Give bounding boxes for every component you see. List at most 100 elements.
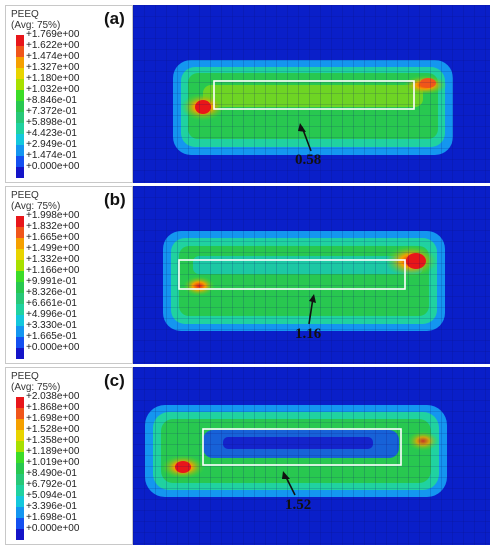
legend-value: +2.949e-01 bbox=[26, 139, 77, 150]
legend-value: +2.038e+00 bbox=[26, 391, 80, 402]
legend-swatch bbox=[16, 101, 24, 112]
legend-value: +3.330e-01 bbox=[26, 320, 77, 331]
panel-label-a: (a) bbox=[104, 9, 125, 28]
legend-swatch bbox=[16, 474, 24, 485]
legend-value: +1.528e+00 bbox=[26, 424, 80, 435]
legend-value: +8.846e-01 bbox=[26, 95, 77, 106]
strain-annotation-b: 1.16 bbox=[295, 326, 322, 342]
panel-b: PEEQ (Avg: 75%) +1.998e+00 +1.832e+00 +1.6… bbox=[5, 186, 490, 364]
legend-value: +1.032e+00 bbox=[26, 84, 80, 95]
legend-averaging: (Avg: 75%) bbox=[11, 20, 61, 31]
strain-annotation-c: 1.52 bbox=[285, 497, 312, 513]
legend-value: +9.991e-01 bbox=[26, 276, 77, 287]
fem-contour-b: 1.16 bbox=[133, 186, 490, 364]
legend-swatch bbox=[16, 249, 24, 260]
legend-averaging: (Avg: 75%) bbox=[11, 201, 61, 212]
legend-swatch bbox=[16, 260, 24, 271]
legend-swatch bbox=[16, 282, 24, 293]
legend-swatch bbox=[16, 134, 24, 145]
legend-value: +5.094e-01 bbox=[26, 490, 77, 501]
legend-value: +1.698e-01 bbox=[26, 512, 77, 523]
strain-annotation-a: 0.58 bbox=[295, 152, 322, 168]
legend-c: PEEQ (Avg: 75%) +2.038e+00 +1.868e+00 +1.6… bbox=[5, 367, 133, 545]
legend-swatch bbox=[16, 46, 24, 57]
legend-swatch bbox=[16, 419, 24, 430]
panel-label-c: (c) bbox=[104, 371, 125, 390]
legend-swatch bbox=[16, 227, 24, 238]
legend-value: +4.423e-01 bbox=[26, 128, 77, 139]
legend-value: +6.792e-01 bbox=[26, 479, 77, 490]
legend-value: +1.698e+00 bbox=[26, 413, 80, 424]
panel-c: PEEQ (Avg: 75%) +2.038e+00 +1.868e+00 +1.6… bbox=[5, 367, 490, 545]
legend-swatch bbox=[16, 452, 24, 463]
legend-value: +1.327e+00 bbox=[26, 62, 80, 73]
legend-swatch bbox=[16, 529, 24, 540]
legend-value: +1.665e-01 bbox=[26, 331, 77, 342]
legend-title: PEEQ bbox=[11, 190, 39, 201]
legend-value: +1.665e+00 bbox=[26, 232, 80, 243]
legend-value: +8.490e-01 bbox=[26, 468, 77, 479]
legend-value: +1.832e+00 bbox=[26, 221, 80, 232]
legend-value: +1.998e+00 bbox=[26, 210, 80, 221]
legend-value: +0.000e+00 bbox=[26, 523, 80, 534]
legend-swatch bbox=[16, 90, 24, 101]
legend-value: +1.868e+00 bbox=[26, 402, 80, 413]
legend-value: +3.396e-01 bbox=[26, 501, 77, 512]
legend-swatch bbox=[16, 496, 24, 507]
legend-value: +1.499e+00 bbox=[26, 243, 80, 254]
legend-value: +0.000e+00 bbox=[26, 342, 80, 353]
legend-value: +1.166e+00 bbox=[26, 265, 80, 276]
legend-a: PEEQ (Avg: 75%) +1.769e+00 +1.622e+00 +1.4… bbox=[5, 5, 133, 183]
legend-swatch bbox=[16, 485, 24, 496]
legend-swatch bbox=[16, 304, 24, 315]
legend-b: PEEQ (Avg: 75%) +1.998e+00 +1.832e+00 +1.6… bbox=[5, 186, 133, 364]
legend-colorbar bbox=[16, 397, 24, 540]
legend-swatch bbox=[16, 167, 24, 178]
legend-swatch bbox=[16, 112, 24, 123]
legend-value: +1.622e+00 bbox=[26, 40, 80, 51]
legend-swatch bbox=[16, 35, 24, 46]
legend-swatch bbox=[16, 271, 24, 282]
legend-swatch bbox=[16, 326, 24, 337]
legend-value: +8.326e-01 bbox=[26, 287, 77, 298]
legend-value: +1.180e+00 bbox=[26, 73, 80, 84]
legend-swatch bbox=[16, 57, 24, 68]
legend-value: +1.474e+00 bbox=[26, 51, 80, 62]
legend-swatch bbox=[16, 397, 24, 408]
legend-swatch bbox=[16, 348, 24, 359]
legend-swatch bbox=[16, 156, 24, 167]
legend-title: PEEQ bbox=[11, 371, 39, 382]
legend-value: +5.898e-01 bbox=[26, 117, 77, 128]
legend-swatch bbox=[16, 518, 24, 529]
legend-swatch bbox=[16, 216, 24, 227]
legend-swatch bbox=[16, 145, 24, 156]
legend-value: +0.000e+00 bbox=[26, 161, 80, 172]
legend-swatch bbox=[16, 463, 24, 474]
legend-colorbar bbox=[16, 35, 24, 178]
fem-contour-a: 0.58 bbox=[133, 5, 490, 183]
legend-value: +1.332e+00 bbox=[26, 254, 80, 265]
legend-swatch bbox=[16, 79, 24, 90]
legend-swatch bbox=[16, 68, 24, 79]
fem-contour-c: 1.52 bbox=[133, 367, 490, 545]
legend-swatch bbox=[16, 430, 24, 441]
legend-title: PEEQ bbox=[11, 9, 39, 20]
legend-swatch bbox=[16, 507, 24, 518]
legend-swatch bbox=[16, 408, 24, 419]
legend-swatch bbox=[16, 315, 24, 326]
legend-value: +4.996e-01 bbox=[26, 309, 77, 320]
legend-value: +1.474e-01 bbox=[26, 150, 77, 161]
legend-swatch bbox=[16, 441, 24, 452]
legend-value: +1.019e+00 bbox=[26, 457, 80, 468]
legend-colorbar bbox=[16, 216, 24, 359]
legend-value: +1.358e+00 bbox=[26, 435, 80, 446]
legend-swatch bbox=[16, 293, 24, 304]
legend-value: +1.189e+00 bbox=[26, 446, 80, 457]
legend-swatch bbox=[16, 238, 24, 249]
legend-averaging: (Avg: 75%) bbox=[11, 382, 61, 393]
legend-value: +6.661e-01 bbox=[26, 298, 77, 309]
panel-a: PEEQ (Avg: 75%) +1.769e+00 +1.622e+00 +1.4… bbox=[5, 5, 490, 183]
legend-value: +1.769e+00 bbox=[26, 29, 80, 40]
legend-swatch bbox=[16, 337, 24, 348]
legend-value: +7.372e-01 bbox=[26, 106, 77, 117]
